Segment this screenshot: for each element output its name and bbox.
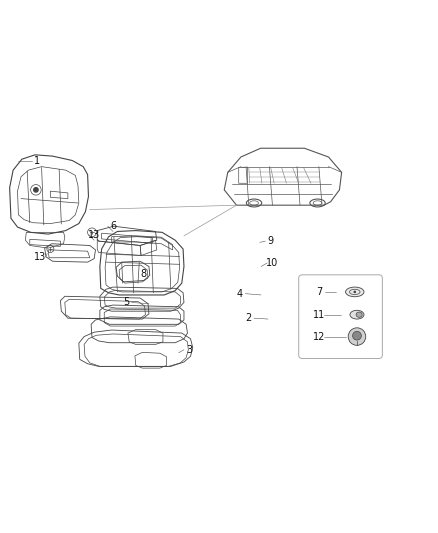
Text: 7: 7 [317, 287, 323, 297]
Text: 10: 10 [266, 258, 279, 268]
Ellipse shape [346, 287, 364, 297]
Text: 13: 13 [88, 230, 100, 240]
Text: 12: 12 [313, 332, 325, 342]
Circle shape [348, 328, 366, 345]
Text: 5: 5 [123, 297, 129, 308]
Circle shape [353, 332, 361, 340]
Text: 11: 11 [313, 310, 325, 320]
Ellipse shape [356, 312, 362, 317]
Ellipse shape [350, 310, 364, 319]
Text: 6: 6 [110, 221, 116, 231]
Text: 3: 3 [186, 345, 192, 355]
Circle shape [353, 290, 356, 293]
Text: 8: 8 [141, 269, 147, 279]
Text: 13: 13 [34, 252, 46, 262]
Text: 1: 1 [34, 156, 40, 166]
Text: 9: 9 [268, 236, 274, 246]
Circle shape [34, 188, 38, 192]
Text: 4: 4 [237, 289, 243, 298]
Text: 2: 2 [246, 313, 252, 323]
